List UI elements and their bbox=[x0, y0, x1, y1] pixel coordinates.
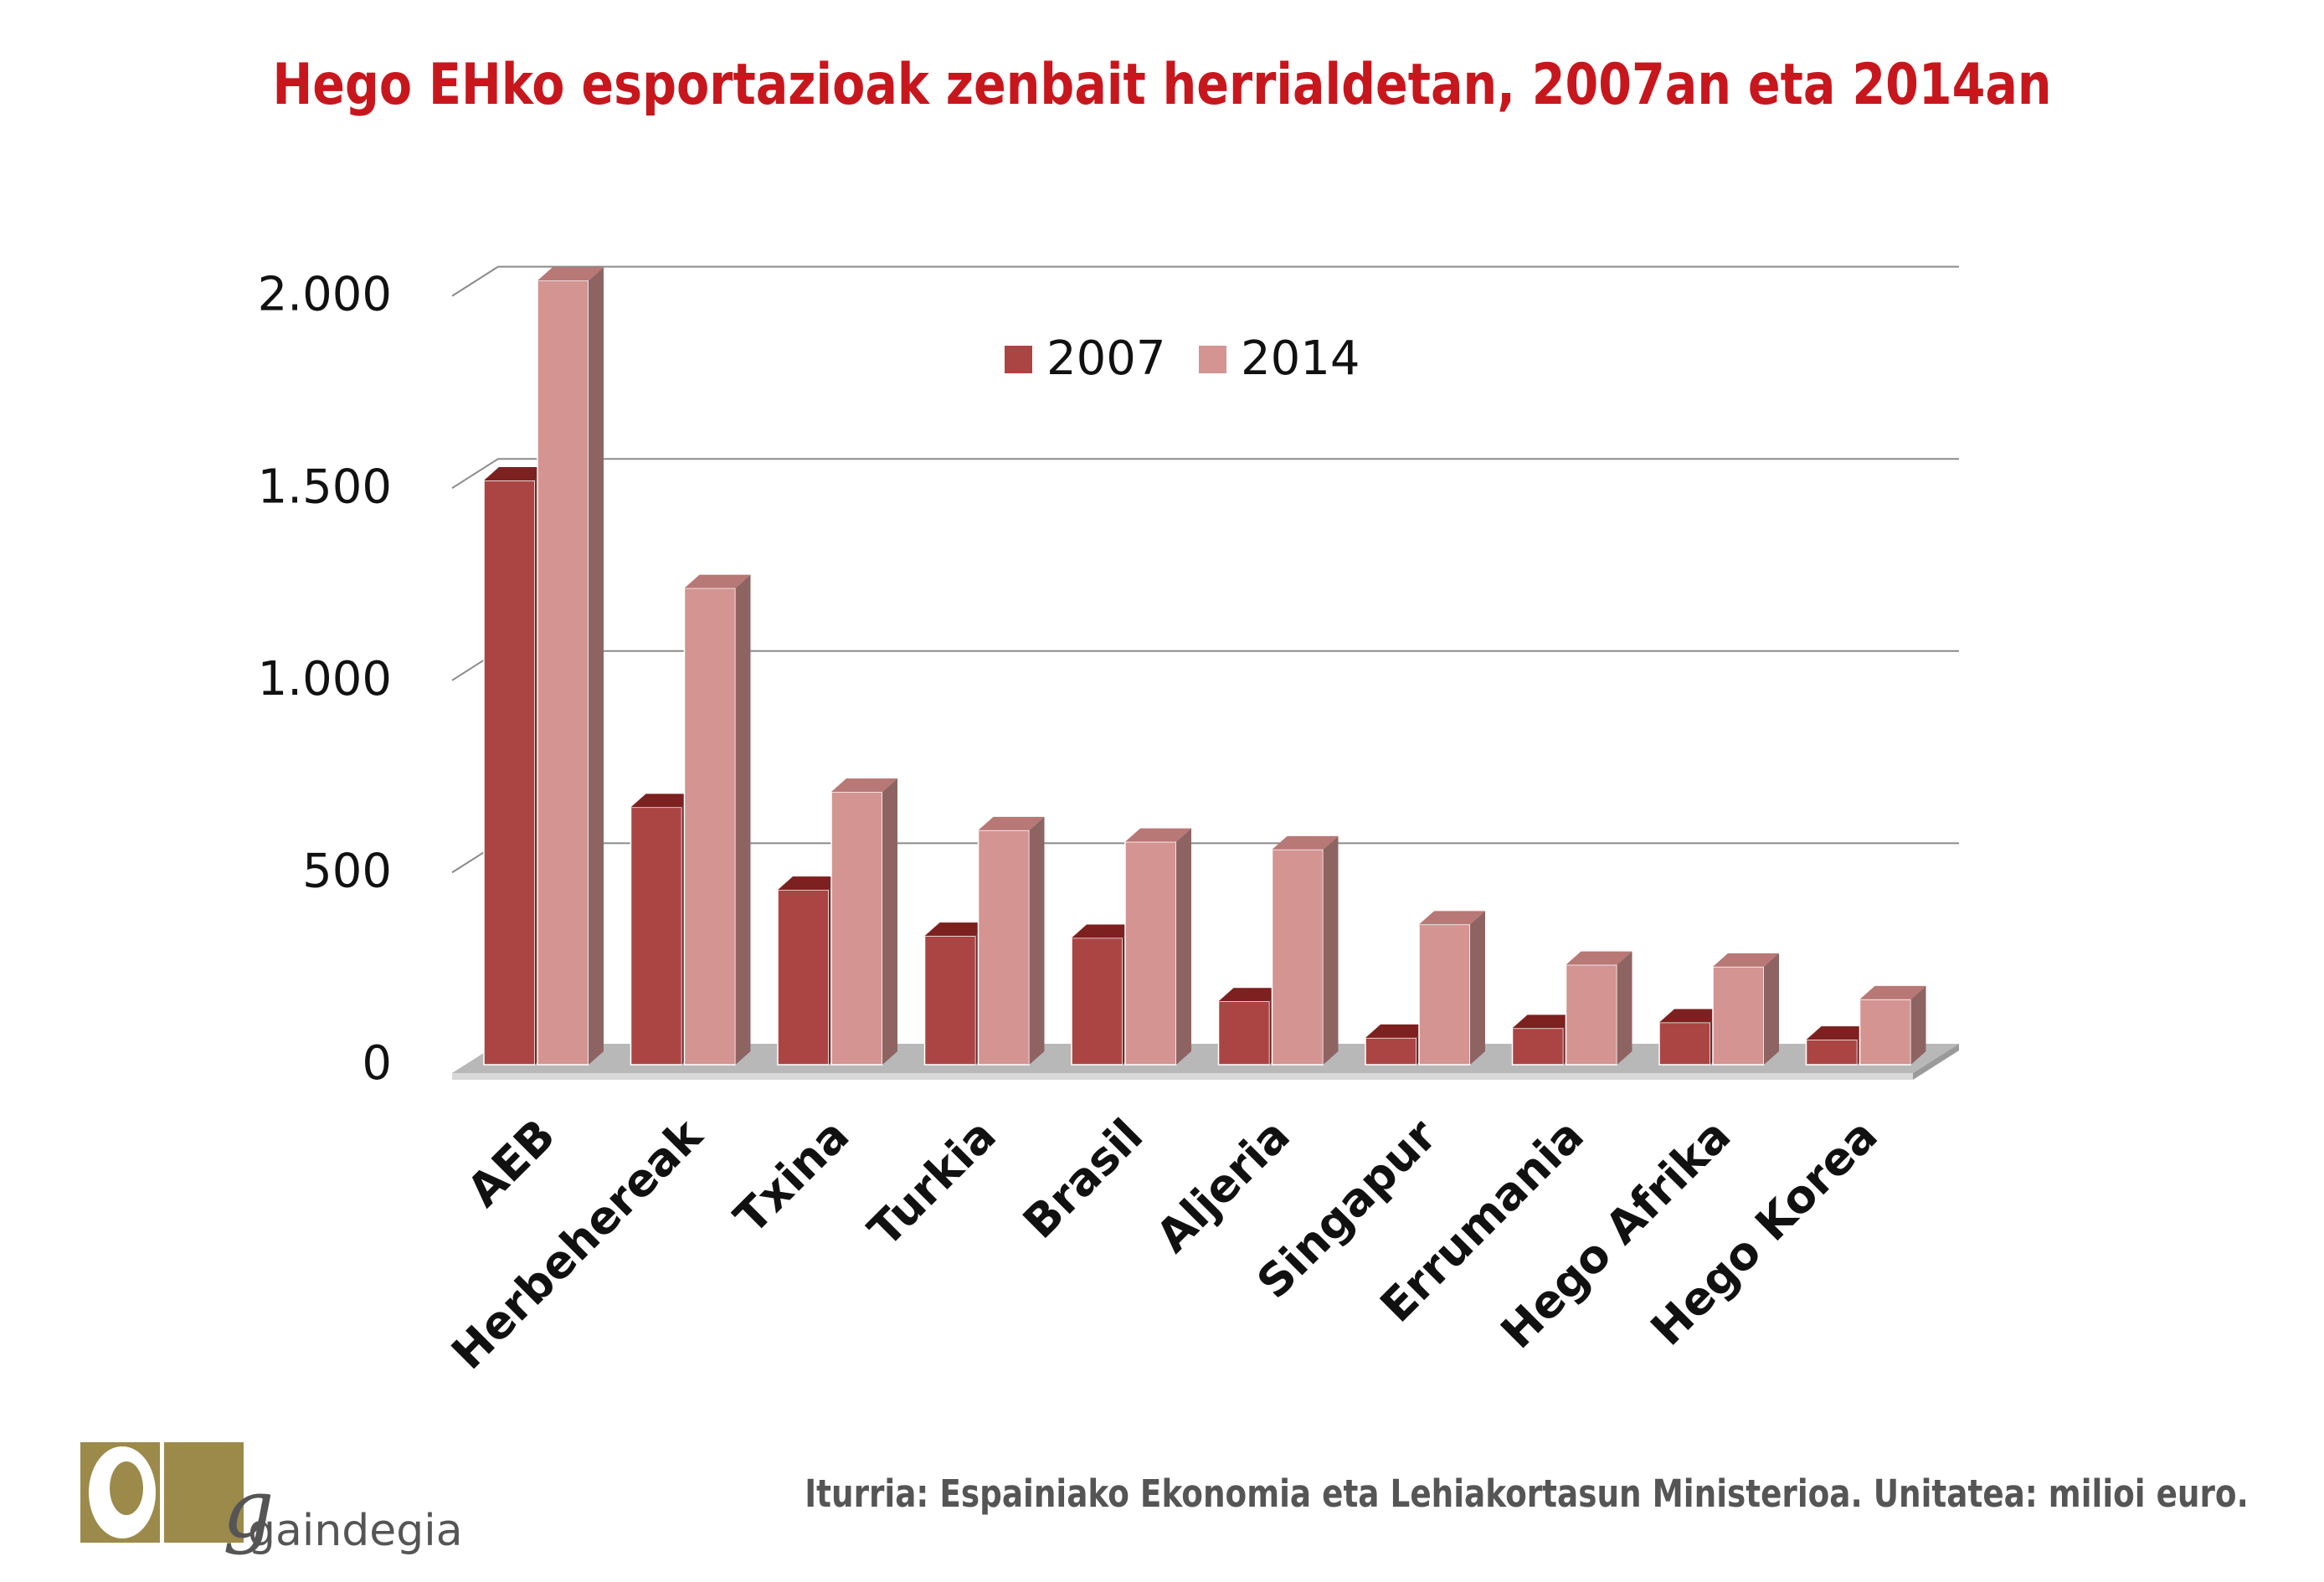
floor-side bbox=[1913, 1044, 1959, 1080]
bar-2014-txina bbox=[830, 778, 897, 1066]
bar-2014-aeb bbox=[537, 267, 604, 1066]
legend: 2007 2014 bbox=[1005, 331, 1360, 386]
floor-front bbox=[452, 1073, 1913, 1080]
bar-2014-singapur bbox=[1418, 911, 1485, 1066]
bar-2014-turkia bbox=[977, 816, 1045, 1066]
y-axis-ticks: 0 500 1.000 1.500 2.000 bbox=[258, 268, 392, 1091]
source-note: Iturria: Espainiako Ekonomia eta Lehiako… bbox=[805, 1472, 2249, 1516]
legend-item-2014: 2014 bbox=[1199, 331, 1360, 386]
y-tick-label: 2.000 bbox=[258, 268, 392, 322]
x-tick-label: Aljeria bbox=[1146, 1109, 1300, 1263]
y-tick-label: 500 bbox=[302, 845, 392, 899]
x-tick-label: AEB bbox=[457, 1109, 565, 1217]
bar-2014-hego-korea bbox=[1859, 985, 1926, 1066]
logo-text: gaindegia bbox=[248, 1506, 463, 1555]
x-tick-label: Herbehereak bbox=[441, 1108, 712, 1379]
y-tick-label: 0 bbox=[362, 1036, 392, 1091]
svg-text:g: g bbox=[223, 1462, 274, 1555]
y-tick-label: 1.000 bbox=[258, 652, 392, 706]
bar-2014-hego-afrika bbox=[1712, 953, 1779, 1066]
x-tick-label: Turkia bbox=[858, 1109, 1006, 1257]
legend-label: 2014 bbox=[1241, 331, 1360, 386]
bar-2014-aljeria bbox=[1271, 835, 1339, 1066]
legend-swatch bbox=[1199, 346, 1226, 373]
legend-swatch bbox=[1005, 346, 1032, 373]
x-tick-label: Txina bbox=[724, 1109, 859, 1244]
bar-2014-brasil bbox=[1124, 828, 1191, 1066]
logo-right-block bbox=[164, 1442, 244, 1543]
gridline-stub bbox=[451, 458, 499, 490]
chart-title: Hego EHko esportazioak zenbait herrialde… bbox=[272, 52, 2052, 118]
gridline-stub bbox=[451, 265, 499, 297]
legend-label: 2007 bbox=[1046, 331, 1166, 386]
x-tick-label: Brasil bbox=[1013, 1109, 1153, 1249]
legend-item-2007: 2007 bbox=[1005, 331, 1166, 386]
y-tick-label: 1.500 bbox=[258, 460, 392, 514]
bar-2014-errumania bbox=[1565, 951, 1632, 1066]
bar-2014-herbehereak bbox=[683, 574, 751, 1066]
bars bbox=[483, 267, 1926, 1066]
gaindegia-logo: g gaindegia bbox=[80, 1442, 463, 1555]
